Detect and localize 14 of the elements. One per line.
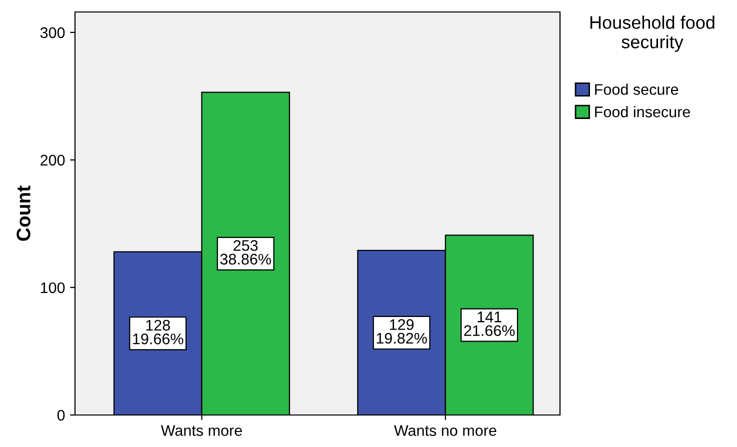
y-axis-title: Count (16, 186, 30, 241)
data-label: 129 19.82% (376, 319, 427, 344)
legend-label: Food secure (595, 84, 678, 95)
y-tick-label: 200 (40, 154, 65, 166)
data-label: 253 38.86% (220, 240, 271, 265)
legend-title: Household food security (590, 16, 714, 52)
y-tick-label: 0 (57, 410, 65, 421)
legend-label: Food insecure (595, 106, 690, 118)
x-tick-label: Wants no more (394, 425, 496, 436)
y-tick-label: 100 (40, 282, 65, 294)
data-label: 128 19.66% (133, 320, 184, 344)
x-tick-label: Wants more (160, 425, 242, 436)
y-tick-label: 300 (40, 27, 65, 38)
data-label: 141 21.66% (464, 312, 515, 336)
